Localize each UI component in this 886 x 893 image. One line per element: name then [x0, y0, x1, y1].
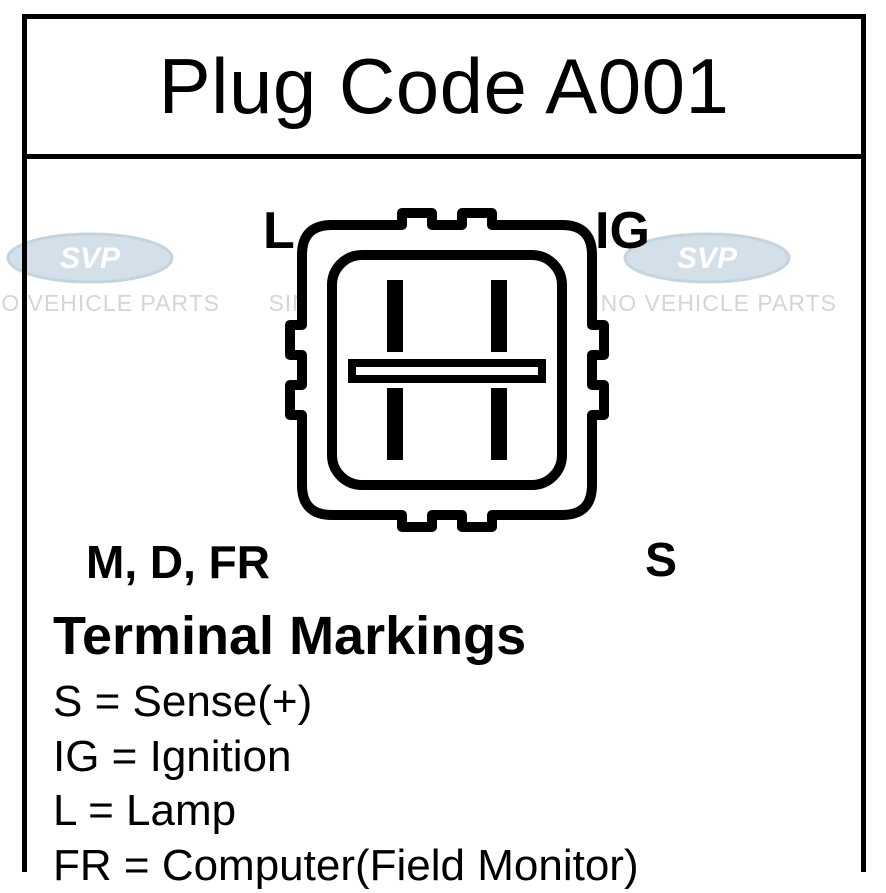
legend-code: FR [53, 841, 112, 890]
legend-meaning: Sense(+) [133, 677, 313, 726]
pin-label-bottom-right: S [645, 533, 677, 588]
pin-label-bottom-left: M, D, FR [86, 535, 270, 589]
diagram-frame: Plug Code A001 L IG M, D, FR S Terminal … [22, 14, 866, 872]
legend-item: IG = Ignition [53, 730, 835, 785]
terminal-legend: Terminal Markings S = Sense(+) IG = Igni… [27, 599, 861, 893]
legend-code: IG [53, 732, 99, 781]
legend-item: L = Lamp [53, 784, 835, 839]
connector-outline-icon [282, 205, 612, 535]
legend-title: Terminal Markings [53, 605, 835, 667]
connector-diagram: L IG M, D, FR S [27, 159, 861, 599]
legend-item: S = Sense(+) [53, 675, 835, 730]
legend-meaning: Lamp [126, 786, 236, 835]
legend-item: FR = Computer(Field Monitor) [53, 839, 835, 893]
legend-code: L [53, 786, 76, 835]
legend-meaning: Computer(Field Monitor) [162, 841, 639, 890]
legend-code: S [53, 677, 82, 726]
legend-meaning: Ignition [150, 732, 292, 781]
title-band: Plug Code A001 [27, 19, 861, 159]
page-title: Plug Code A001 [159, 41, 730, 132]
